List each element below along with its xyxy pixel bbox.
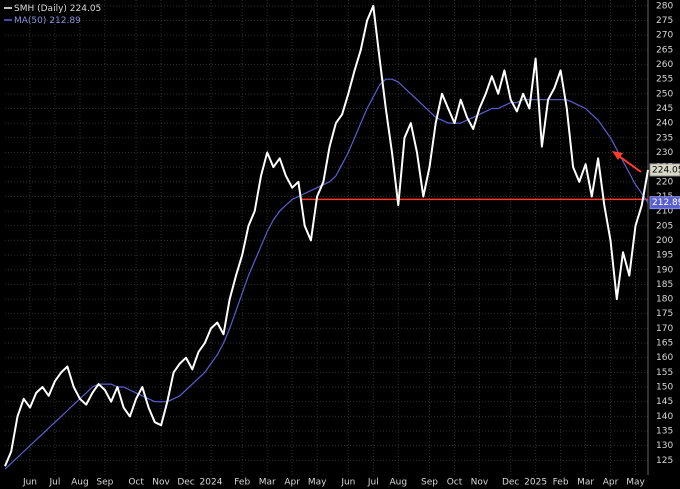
value-tag-box [649,163,680,177]
value-tag: 224.05 [652,165,680,175]
y-tick-label: 175 [656,309,673,319]
y-tick-label: 280 [656,1,673,11]
y-tick-label: 195 [656,251,673,261]
y-tick-label: 265 [656,45,673,55]
x-tick-label: Jul [367,478,379,488]
y-tick-label: 170 [656,324,673,334]
x-tick-label: Aug [390,478,408,488]
x-tick-label: Dec [502,478,519,488]
legend-name: SMH (Daily) [14,4,67,14]
annotation-arrow [612,151,642,173]
y-tick-label: 235 [656,133,673,143]
x-tick-label: Dec [177,478,194,488]
y-tick-label: 200 [656,236,673,246]
y-tick-label: 190 [656,265,673,275]
x-tick-label: Feb [234,478,250,488]
y-tick-label: 130 [656,441,673,451]
y-tick-label: 150 [656,383,673,393]
value-tag-box [649,196,680,210]
x-tick-label: May [308,478,327,488]
y-tick-label: 180 [656,295,673,305]
y-tick-label: 205 [656,221,673,231]
x-tick-label: Jun [340,478,355,488]
x-tick-label: Apr [603,478,619,488]
x-tick-label: Oct [447,478,463,488]
y-tick-label: 270 [656,31,673,41]
y-tick-label: 185 [656,280,673,290]
arrow-head [612,151,623,160]
y-tick-label: 145 [656,397,673,407]
y-tick-label: 140 [656,412,673,422]
x-tick-label: Apr [284,478,300,488]
x-tick-label: Sep [96,478,113,488]
y-tick-label: 230 [656,148,673,158]
x-tick-label: Nov [152,478,170,488]
x-tick-label: Mar [577,478,594,488]
y-tick-label: 240 [656,119,673,129]
y-tick-label: 245 [656,104,673,114]
x-tick-label: Aug [71,478,89,488]
value-tag: 212.89 [652,198,680,208]
x-tick-label: Oct [128,478,144,488]
y-tick-label: 125 [656,456,673,466]
x-tick-label: 2024 [200,478,223,488]
y-tick-label: 210 [656,207,673,217]
x-tick-label: 2025 [524,478,547,488]
plot: 212.89 224.05 [4,4,680,470]
legend-name: MA(50) [14,16,46,26]
x-tick-label: Mar [259,478,276,488]
legend: SMH (Daily) 224.05 MA(50) 212.89 [4,4,101,26]
y-tick-label: 165 [656,339,673,349]
legend-value: 212.89 [49,16,81,26]
y-tick-label: 155 [656,368,673,378]
series-line [4,4,649,467]
series-line [4,78,649,470]
x-tick-label: Feb [553,478,569,488]
y-tick-label: 135 [656,427,673,437]
y-tick-label: 160 [656,353,673,363]
x-tick-label: Jun [22,478,37,488]
legend-value: 224.05 [70,4,102,14]
x-tick-label: Sep [421,478,438,488]
y-tick-label: 220 [656,177,673,187]
x-tick-label: Nov [471,478,489,488]
y-tick-label: 275 [656,16,673,26]
x-tick-label: Jul [49,478,61,488]
legend-label: MA(50) 212.89 [14,16,81,26]
y-tick-label: 255 [656,75,673,85]
arrow-shaft [615,153,642,173]
y-tick-label: 250 [656,89,673,99]
x-tick-label: May [626,478,645,488]
legend-label: SMH (Daily) 224.05 [14,4,101,14]
y-tick-label: 260 [656,60,673,70]
